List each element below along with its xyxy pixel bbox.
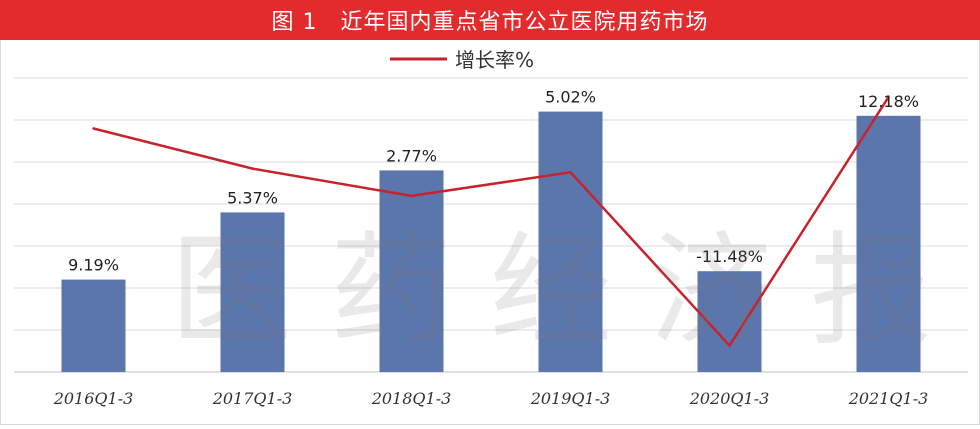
chart-area: 9.19% 5.37% 2.77% 5.02% -11.48% 12.18% 2016Q1… bbox=[0, 40, 980, 425]
line-series bbox=[92, 95, 890, 347]
line-point bbox=[728, 344, 731, 347]
chart-title: 图 1 近年国内重点省市公立医院用药市场 bbox=[271, 10, 709, 35]
line-point bbox=[569, 171, 572, 174]
legend-label: 增长率% bbox=[455, 48, 534, 72]
chart-svg: 9.19% 5.37% 2.77% 5.02% -11.48% 12.18% 2016Q1… bbox=[14, 48, 968, 408]
data-label: 12.18% bbox=[858, 92, 919, 111]
growth-rate-line bbox=[93, 96, 890, 347]
x-tick-label: 2019Q1-3 bbox=[530, 389, 611, 408]
gridlines bbox=[14, 77, 968, 373]
x-tick-label: 2018Q1-3 bbox=[371, 389, 452, 408]
line-point bbox=[410, 194, 413, 198]
line-point bbox=[92, 127, 95, 130]
bar-series bbox=[61, 111, 921, 373]
chart-title-bar: 图 1 近年国内重点省市公立医院用药市场 bbox=[0, 0, 980, 40]
x-tick-label: 2017Q1-3 bbox=[212, 389, 293, 408]
x-tick-label: 2016Q1-3 bbox=[53, 389, 134, 408]
x-tick-label: 2021Q1-3 bbox=[848, 389, 929, 408]
bar bbox=[61, 279, 126, 372]
bar bbox=[379, 170, 444, 372]
line-point bbox=[887, 95, 890, 99]
bar bbox=[856, 115, 921, 373]
x-axis-ticks: 2016Q1-3 2017Q1-3 2018Q1-3 2019Q1-3 2020Q1-3… bbox=[53, 389, 929, 408]
watermark: 医药经济报 bbox=[170, 220, 970, 362]
legend: 增长率% bbox=[390, 48, 534, 72]
x-tick-label: 2020Q1-3 bbox=[689, 389, 770, 408]
data-label: 2.77% bbox=[386, 146, 437, 165]
bar bbox=[538, 111, 603, 372]
data-label: -11.48% bbox=[696, 247, 763, 266]
data-label: 9.19% bbox=[68, 256, 119, 275]
data-label: 5.37% bbox=[227, 188, 278, 207]
data-label: 5.02% bbox=[545, 88, 596, 107]
line-point bbox=[251, 167, 254, 170]
bar bbox=[220, 212, 285, 372]
data-labels: 9.19% 5.37% 2.77% 5.02% -11.48% 12.18% bbox=[68, 88, 919, 275]
